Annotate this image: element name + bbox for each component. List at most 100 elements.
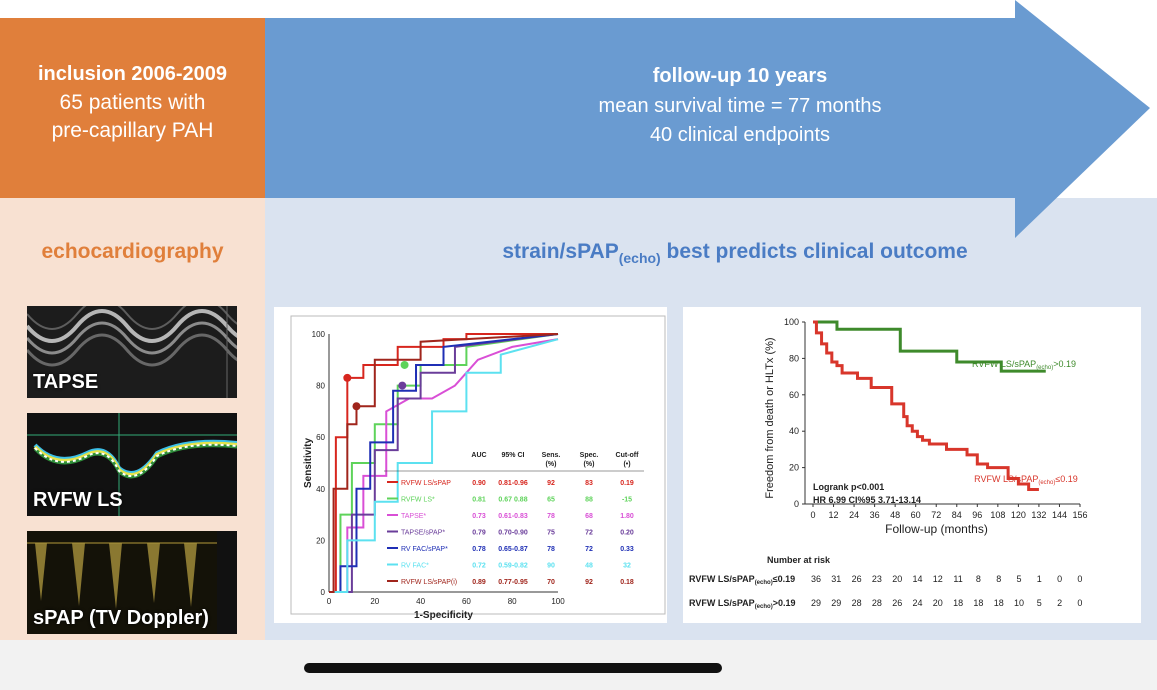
km-x-tick: 156 bbox=[1072, 510, 1087, 520]
roc-legend-label: TAPSE/sPAP* bbox=[401, 530, 445, 537]
roc-frame bbox=[290, 315, 666, 615]
roc-legend-label: RVFW LS/sPAP(i) bbox=[401, 579, 457, 586]
roc-table-cell: 92 bbox=[585, 579, 593, 586]
km-risk-cell: 11 bbox=[953, 574, 962, 584]
roc-y-tick: 60 bbox=[316, 433, 325, 442]
roc-table-cell: 92 bbox=[547, 480, 555, 487]
roc-legend-label: RVFW LS/sPAP bbox=[401, 480, 451, 487]
roc-table-cell: 0.61-0.83 bbox=[498, 513, 528, 520]
roc-table-cell: 0.77-0.95 bbox=[498, 579, 528, 586]
km-risk-row-label: RVFW LS/sPAP(echo)≤0.19 bbox=[689, 574, 795, 586]
km-logrank: Logrank p<0.001 bbox=[813, 482, 884, 492]
km-risk-cell: 18 bbox=[953, 598, 963, 608]
roc-cutoff-point bbox=[352, 402, 361, 411]
roc-table-cell: 0.72 bbox=[472, 563, 486, 570]
roc-table-cell: 32 bbox=[623, 563, 631, 570]
roc-table-cell: 0.59-0.82 bbox=[498, 563, 528, 570]
roc-table-cell: 78 bbox=[547, 513, 555, 520]
km-risk-cell: 14 bbox=[912, 574, 922, 584]
km-y-tick: 80 bbox=[789, 353, 799, 363]
roc-cutoff-point bbox=[400, 360, 409, 369]
km-x-tick: 0 bbox=[810, 510, 815, 520]
roc-table-cell: -15 bbox=[622, 497, 632, 504]
roc-series-line bbox=[329, 338, 559, 593]
roc-series-line bbox=[329, 338, 559, 593]
km-x-tick: 96 bbox=[972, 510, 982, 520]
roc-table-header: AUC bbox=[471, 452, 486, 459]
roc-y-tick: 100 bbox=[312, 330, 326, 339]
roc-table-header: 95% CI bbox=[502, 452, 525, 459]
followup-arrow bbox=[265, 0, 1150, 238]
km-risk-cell: 10 bbox=[1014, 598, 1024, 608]
roc-x-tick: 0 bbox=[327, 597, 332, 606]
spap-image: sPAP (TV Doppler) bbox=[27, 531, 237, 634]
km-x-tick: 12 bbox=[829, 510, 839, 520]
roc-table-header-unit: (%) bbox=[584, 461, 595, 468]
km-series-label: RVFW LS/sPAP(echo)≤0.19 bbox=[974, 474, 1078, 486]
roc-table-cell: 0.65-0.87 bbox=[498, 546, 528, 553]
km-risk-cell: 5 bbox=[1037, 598, 1042, 608]
km-risk-cell: 2 bbox=[1057, 598, 1062, 608]
roc-table-cell: 72 bbox=[585, 546, 593, 553]
km-risk-cell: 31 bbox=[831, 574, 841, 584]
km-risk-title: Number at risk bbox=[767, 555, 831, 565]
roc-table-cell: 72 bbox=[585, 530, 593, 537]
roc-series-line bbox=[329, 333, 559, 593]
km-risk-cell: 8 bbox=[976, 574, 981, 584]
roc-table-cell: 0.90 bbox=[472, 480, 486, 487]
roc-legend-label: TAPSE* bbox=[401, 513, 426, 520]
km-risk-cell: 18 bbox=[994, 598, 1004, 608]
roc-x-tick: 60 bbox=[462, 597, 471, 606]
roc-table-cell: 0.19 bbox=[620, 480, 634, 487]
roc-y-tick: 20 bbox=[316, 536, 325, 545]
km-risk-cell: 18 bbox=[973, 598, 983, 608]
km-hr: HR 6.99 CI%95 3.71-13.14 bbox=[813, 495, 921, 505]
km-y-tick: 60 bbox=[789, 390, 799, 400]
roc-table-cell: 0.78 bbox=[472, 546, 486, 553]
km-series-line bbox=[813, 320, 1039, 491]
roc-table-cell: 83 bbox=[585, 480, 593, 487]
roc-y-tick: 0 bbox=[321, 588, 326, 597]
home-indicator[interactable] bbox=[304, 663, 722, 673]
followup-title: follow-up 10 years bbox=[652, 65, 828, 87]
roc-table-header-unit: (•) bbox=[623, 461, 630, 468]
roc-table-cell: 0.81-0.96 bbox=[498, 480, 528, 487]
roc-x-tick: 40 bbox=[416, 597, 425, 606]
km-y-tick: 20 bbox=[789, 463, 799, 473]
km-risk-cell: 12 bbox=[933, 574, 943, 584]
km-risk-row-label: RVFW LS/sPAP(echo)>0.19 bbox=[689, 598, 795, 610]
km-risk-cell: 26 bbox=[852, 574, 862, 584]
tapse-waveform bbox=[27, 306, 237, 398]
roc-legend-label: RV FAC/sPAP* bbox=[401, 546, 448, 553]
inclusion-line1: 65 patients with bbox=[59, 91, 206, 114]
roc-table-cell: 1.80 bbox=[620, 513, 634, 520]
roc-table-header: Sens. bbox=[542, 452, 561, 459]
tapse-label: TAPSE bbox=[33, 371, 99, 393]
km-risk-cell: 29 bbox=[811, 598, 821, 608]
strain-title-pre: strain/sPAP bbox=[502, 240, 619, 263]
roc-table-cell: 88 bbox=[585, 497, 593, 504]
echo-title: echocardiography bbox=[41, 240, 224, 263]
roc-cutoff-point bbox=[343, 373, 352, 382]
roc-table-cell: 65 bbox=[547, 497, 555, 504]
km-risk-cell: 26 bbox=[892, 598, 902, 608]
roc-table-cell: 0.89 bbox=[472, 579, 486, 586]
roc-table-cell: 68 bbox=[585, 513, 593, 520]
km-risk-cell: 0 bbox=[1077, 574, 1082, 584]
km-y-label: Freedom from death or HLTx (%) bbox=[764, 337, 776, 498]
roc-y-tick: 40 bbox=[316, 485, 325, 494]
km-x-tick: 36 bbox=[870, 510, 880, 520]
km-risk-cell: 20 bbox=[892, 574, 902, 584]
roc-chart: 0 20 40 60 80 100 0 20 40 60 80 100 1-Specificity Sen… bbox=[290, 315, 666, 621]
inclusion-box: inclusion 2006-2009 65 patients with pre… bbox=[0, 18, 265, 198]
roc-table-cell: 0.67 0.88 bbox=[498, 497, 527, 504]
rvfw-strain-curves bbox=[27, 413, 237, 516]
km-y-tick: 100 bbox=[784, 317, 799, 327]
roc-x-tick: 20 bbox=[370, 597, 379, 606]
roc-table-cell: 48 bbox=[585, 563, 593, 570]
km-risk-cell: 29 bbox=[831, 598, 841, 608]
roc-y-tick: 80 bbox=[316, 382, 325, 391]
km-x-tick: 72 bbox=[931, 510, 941, 520]
roc-table-cell: 78 bbox=[547, 546, 555, 553]
strain-title: strain/sPAP(echo) best predicts clinical… bbox=[265, 240, 1157, 266]
